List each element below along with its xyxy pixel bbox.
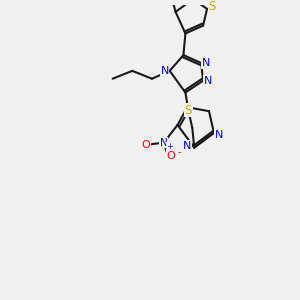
Text: N: N xyxy=(202,58,210,68)
Text: +: + xyxy=(166,142,173,151)
Text: N: N xyxy=(160,138,168,148)
Text: S: S xyxy=(208,0,216,14)
Text: O: O xyxy=(142,140,150,150)
Text: O: O xyxy=(166,152,175,161)
Text: S: S xyxy=(185,104,192,117)
Text: N: N xyxy=(204,76,212,86)
Text: N: N xyxy=(183,141,192,151)
Text: N: N xyxy=(160,66,169,76)
Text: N: N xyxy=(215,130,223,140)
Text: -: - xyxy=(178,148,181,158)
